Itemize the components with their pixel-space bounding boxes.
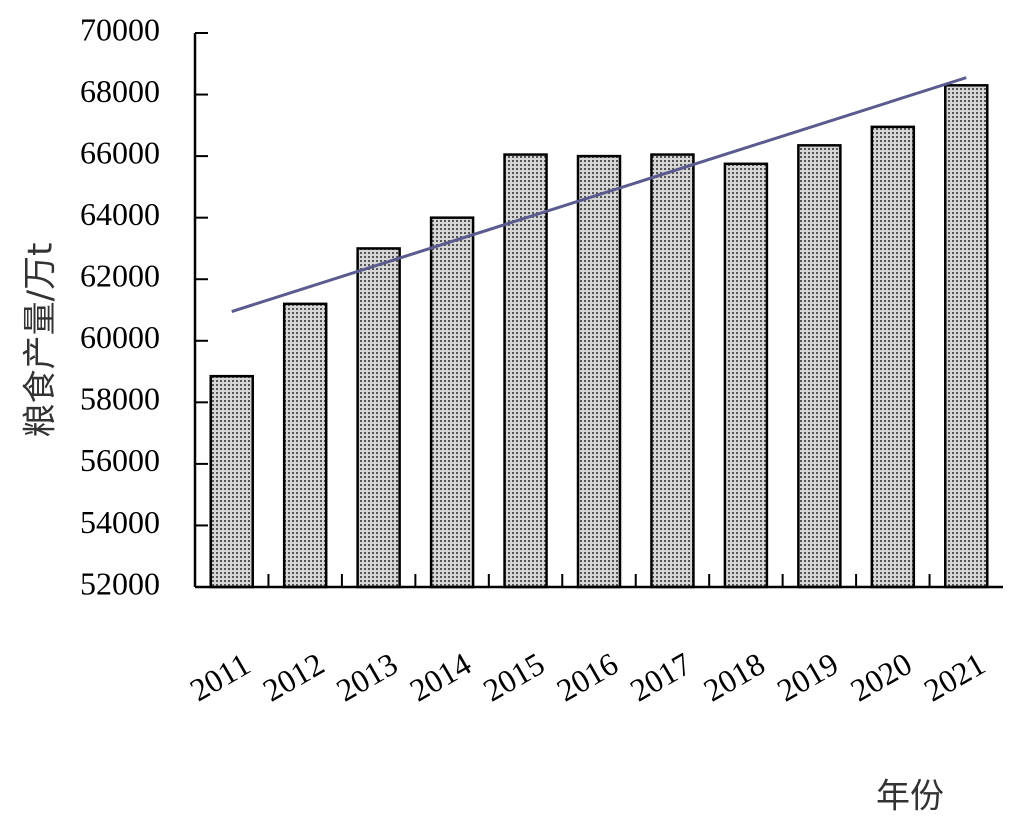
x-tick-label: 2015 — [477, 645, 550, 708]
bar — [576, 154, 622, 589]
bar — [870, 125, 916, 589]
x-tick-label: 2014 — [404, 645, 477, 708]
x-tick-label: 2019 — [771, 645, 844, 708]
y-tick-label: 66000 — [80, 134, 160, 170]
x-axis-title: 年份 — [876, 777, 944, 817]
y-tick-label: 68000 — [80, 73, 160, 109]
y-tick-label: 54000 — [80, 504, 160, 540]
x-tick-label: 2020 — [844, 645, 917, 708]
y-tick-label: 70000 — [80, 11, 160, 47]
y-tick-label: 62000 — [80, 258, 160, 294]
bar — [650, 153, 695, 589]
bar — [429, 216, 475, 589]
trend-line — [231, 76, 967, 313]
x-tick-label: 2017 — [624, 645, 697, 708]
x-tick-label: 2012 — [257, 645, 330, 708]
y-tick-label: 60000 — [80, 319, 160, 355]
bar — [209, 374, 254, 589]
x-tick-label: 2021 — [918, 645, 991, 708]
bar — [797, 144, 842, 589]
y-tick-label: 52000 — [80, 565, 160, 601]
y-tick-label: 64000 — [80, 196, 160, 232]
bar — [356, 247, 401, 589]
y-axis-title: 粮食产量/万t — [21, 243, 61, 438]
x-tick-label: 2016 — [550, 645, 623, 708]
x-tick-label: 2011 — [184, 646, 256, 709]
bar — [944, 84, 989, 589]
y-tick-label: 56000 — [80, 442, 160, 478]
bar — [282, 302, 328, 589]
y-tick-label: 58000 — [80, 381, 160, 417]
bar — [723, 162, 769, 589]
x-tick-label: 2013 — [330, 645, 403, 708]
x-tick-label: 2018 — [697, 645, 770, 708]
bar — [503, 153, 548, 589]
